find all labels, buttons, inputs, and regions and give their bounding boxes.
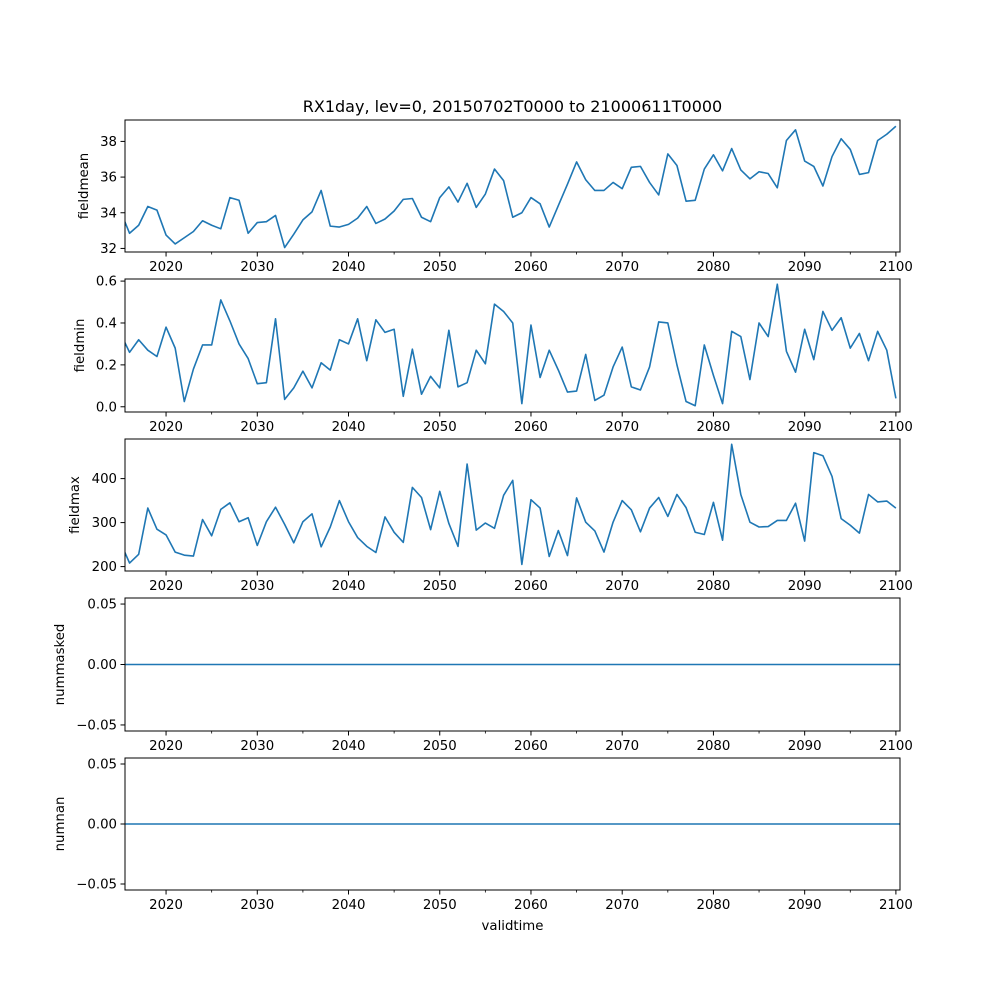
x-tick-label: 2020 [149,898,183,913]
x-tick-label: 2040 [332,260,366,275]
x-tick-label: 2030 [240,260,274,275]
axes-frame [124,438,901,572]
x-tick-label: 2040 [332,898,366,913]
chart-title: RX1day, lev=0, 20150702T0000 to 21000611… [303,97,722,116]
x-tick-label: 2040 [332,420,366,435]
x-tick-label: 2090 [788,260,822,275]
x-tick-label: 2060 [514,420,548,435]
x-tick-label: 2070 [605,420,639,435]
x-tick-label: 2090 [788,420,822,435]
panel-nummasked: nummasked −0.05 0.00 0.05 2020 2030 2040 2050 2… [53,597,913,754]
y-tick-label: 0.6 [96,275,117,290]
x-tick-label: 2060 [514,579,548,594]
y-tick-label: 0.2 [96,358,117,373]
x-tick-label: 2060 [514,898,548,913]
x-tick-label: 2080 [697,260,731,275]
axes-frame [124,757,901,891]
y-tick-label: 34 [100,206,117,221]
y-axis-label: fieldmin [73,319,88,373]
x-tick-label: 2030 [240,898,274,913]
panel-fieldmax: fieldmax 200 300 400 2020 2030 2040 2050 2060 20… [68,438,913,594]
x-tick-label: 2020 [149,260,183,275]
x-tick-label: 2030 [240,579,274,594]
x-tick-label: 2100 [879,579,913,594]
y-axis-label: numnan [53,797,68,852]
x-tick-label: 2050 [423,739,457,754]
x-tick-label: 2050 [423,420,457,435]
x-tick-label: 2030 [240,420,274,435]
panel-fieldmin: fieldmin 0.0 0.2 0.4 0.6 2020 2030 2040 2050 206… [73,275,913,435]
axes-frame [124,119,901,253]
y-tick-label: 0.00 [87,818,117,833]
x-tick-label: 2050 [423,579,457,594]
y-tick-label: 0.0 [96,400,117,415]
x-tick-label: 2100 [879,260,913,275]
x-tick-label: 2080 [697,739,731,754]
y-axis-label: fieldmax [68,476,83,534]
y-tick-label: 400 [92,472,117,487]
x-tick-label: 2050 [423,260,457,275]
x-tick-label: 2020 [149,739,183,754]
y-tick-label: 0.4 [96,316,117,331]
y-tick-label: −0.05 [76,878,117,893]
axes-frame [124,278,901,413]
x-tick-label: 2100 [879,898,913,913]
series-line [125,443,897,566]
panel-numnan: numnan −0.05 0.00 0.05 2020 2030 2040 2050 2060… [53,757,913,913]
y-tick-label: 0.05 [87,758,117,773]
x-tick-label: 2070 [605,579,639,594]
x-tick-label: 2020 [149,579,183,594]
y-tick-label: 36 [100,171,117,186]
y-axis-label: fieldmean [77,153,92,219]
x-tick-label: 2100 [879,420,913,435]
y-tick-label: 200 [92,560,117,575]
x-tick-label: 2060 [514,260,548,275]
x-tick-label: 2090 [788,579,822,594]
y-tick-label: 0.05 [87,598,117,613]
x-tick-label: 2040 [332,739,366,754]
x-tick-label: 2080 [697,898,731,913]
x-tick-label: 2070 [605,739,639,754]
y-tick-label: 0.00 [87,658,117,673]
x-tick-label: 2050 [423,898,457,913]
y-tick-label: 300 [92,516,117,531]
x-tick-label: 2030 [240,739,274,754]
y-tick-label: 32 [100,242,117,257]
x-tick-label: 2060 [514,739,548,754]
series-line [125,283,897,407]
y-tick-label: 38 [100,135,117,150]
panel-fieldmean: fieldmean 32 34 36 38 2020 2030 2040 2050 2060 20… [77,119,913,275]
x-axis-label: validtime [482,919,544,934]
x-tick-label: 2070 [605,898,639,913]
x-tick-label: 2070 [605,260,639,275]
x-tick-label: 2090 [788,898,822,913]
y-axis-label: nummasked [53,624,68,706]
x-tick-label: 2040 [332,579,366,594]
x-tick-label: 2080 [697,420,731,435]
x-tick-label: 2090 [788,739,822,754]
series-line [125,125,897,249]
x-tick-label: 2100 [879,739,913,754]
x-tick-label: 2080 [697,579,731,594]
x-tick-label: 2020 [149,420,183,435]
axes-frame [124,597,901,732]
y-tick-label: −0.05 [76,718,117,733]
